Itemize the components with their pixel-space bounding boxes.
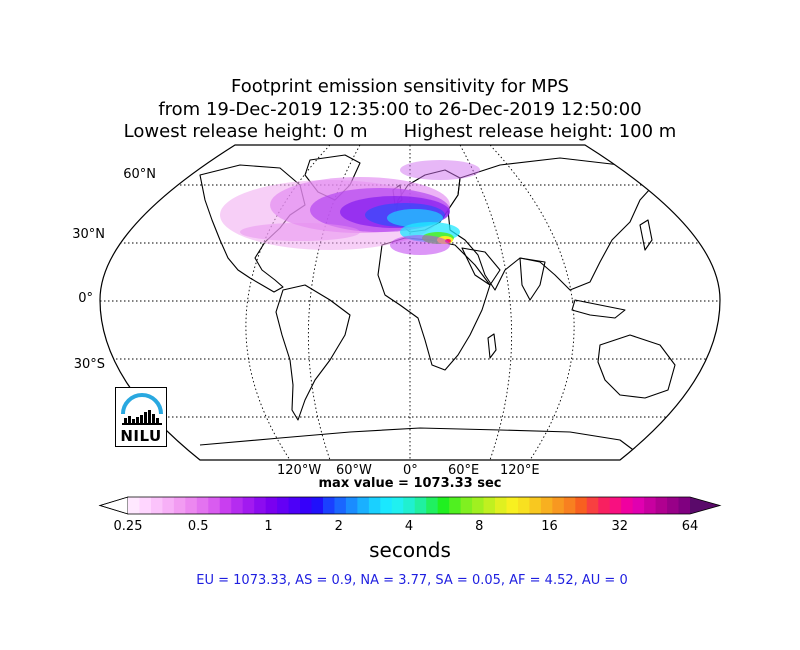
colorbar-tick-label: 4	[404, 519, 414, 534]
max-value-label: max value = 1073.33 sec	[318, 476, 502, 491]
colorbar-swatch	[265, 497, 278, 514]
colorbar-swatch	[173, 497, 186, 514]
highest-release-height: Highest release height: 100 m	[403, 121, 677, 142]
title-line-1: Footprint emission sensitivity for MPS	[231, 76, 569, 97]
colorbar-swatch	[586, 497, 599, 514]
colorbar-swatch	[667, 497, 680, 514]
lat-label-30n: 30°N	[72, 227, 105, 242]
nilu-logo-text: NILU	[120, 427, 162, 445]
colorbar-swatch	[300, 497, 313, 514]
colorbar-swatch	[472, 497, 485, 514]
colorbar-swatch	[540, 497, 553, 514]
madagascar	[487, 333, 497, 359]
colorbar-swatch	[345, 497, 358, 514]
colorbar-swatch	[437, 497, 450, 514]
lat-label-equator: 0°	[78, 291, 93, 306]
colorbar-swatch	[391, 497, 404, 514]
colorbar-tick-label: 32	[611, 519, 629, 534]
lon-label-60w: 60°W	[336, 463, 372, 478]
lon-label-120w: 120°W	[277, 463, 322, 478]
colorbar-tick-label: 0.25	[113, 519, 143, 534]
colorbar-swatch	[196, 497, 209, 514]
lowest-release-height: Lowest release height: 0 m	[123, 121, 368, 142]
nilu-logo: NILU	[115, 387, 167, 447]
colorbar-swatch	[219, 497, 232, 514]
colorbar-swatch	[414, 497, 427, 514]
lon-label-0: 0°	[403, 463, 418, 478]
colorbar-swatch	[632, 497, 645, 514]
colorbar-swatch	[449, 497, 462, 514]
lon-label-120e: 120°E	[500, 463, 540, 478]
colorbar-swatch	[208, 497, 221, 514]
colorbar-swatch	[311, 497, 324, 514]
colorbar-swatch	[277, 497, 290, 514]
colorbar-swatch	[552, 497, 565, 514]
colorbar-swatch	[678, 497, 691, 514]
colorbar-swatch	[517, 497, 530, 514]
lat-label-60n: 60°N	[123, 167, 156, 182]
colorbar-swatch	[242, 497, 255, 514]
colorbar-swatch	[655, 497, 668, 514]
colorbar-swatch	[357, 497, 370, 514]
colorbar-swatch	[150, 497, 163, 514]
colorbar-tick-label: 0.5	[187, 519, 209, 534]
colorbar-swatch	[495, 497, 507, 514]
colorbar-swatch	[575, 497, 588, 514]
colorbar-swatch	[139, 497, 152, 514]
lon-label-60e: 60°E	[448, 463, 480, 478]
colorbar-swatch	[231, 497, 244, 514]
india	[519, 257, 546, 301]
colorbar-under-arrow	[98, 496, 129, 515]
region-summary: EU = 1073.33, AS = 0.9, NA = 3.77, SA = …	[196, 573, 628, 588]
colorbar-outline	[98, 496, 722, 515]
latitude-gridlines	[100, 184, 720, 418]
colorbar-swatch	[644, 497, 657, 514]
colorbar-swatch	[426, 497, 439, 514]
colorbar-swatch	[460, 497, 473, 514]
colorbar	[98, 496, 722, 515]
colorbar-swatch	[334, 497, 347, 514]
colorbar-swatch	[380, 497, 393, 514]
colorbar-swatch	[368, 497, 381, 514]
colorbar-tick-label: 64	[681, 519, 699, 534]
indonesia	[571, 299, 626, 319]
colorbar-unit-label: seconds	[369, 538, 451, 562]
colorbar-swatch	[563, 497, 576, 514]
colorbar-swatch	[185, 497, 198, 514]
australia	[597, 334, 676, 399]
south-america	[275, 284, 351, 421]
colorbar-swatch	[483, 497, 496, 514]
colorbar-tick-label: 8	[475, 519, 484, 534]
title-line-2: from 19-Dec-2019 12:35:00 to 26-Dec-2019…	[158, 99, 642, 120]
lat-label-30s: 30°S	[73, 357, 105, 372]
arabia	[461, 247, 501, 286]
colorbar-swatch	[254, 497, 267, 514]
new-zealand	[693, 387, 706, 411]
japan	[639, 219, 653, 251]
colorbar-swatch	[403, 497, 416, 514]
emission-plume	[220, 160, 480, 255]
antarctica	[199, 427, 641, 456]
colorbar-swatch	[621, 497, 634, 514]
colorbar-tick-label: 1	[264, 519, 273, 534]
colorbar-swatch	[288, 497, 301, 514]
nilu-logo-emblem	[121, 393, 163, 425]
colorbar-tick-label: 16	[541, 519, 558, 534]
title-line-3: Lowest release height: 0 m Highest releas…	[0, 120, 800, 143]
colorbar-swatch	[128, 497, 140, 514]
colorbar-swatch	[529, 497, 542, 514]
colorbar-swatch	[322, 497, 335, 514]
colorbar-over-arrow	[690, 497, 720, 514]
colorbar-swatch	[609, 497, 622, 514]
colorbar-swatch	[162, 497, 175, 514]
colorbar-tick-label: 2	[334, 519, 343, 534]
colorbar-swatch	[506, 497, 519, 514]
colorbar-swatch	[598, 497, 611, 514]
